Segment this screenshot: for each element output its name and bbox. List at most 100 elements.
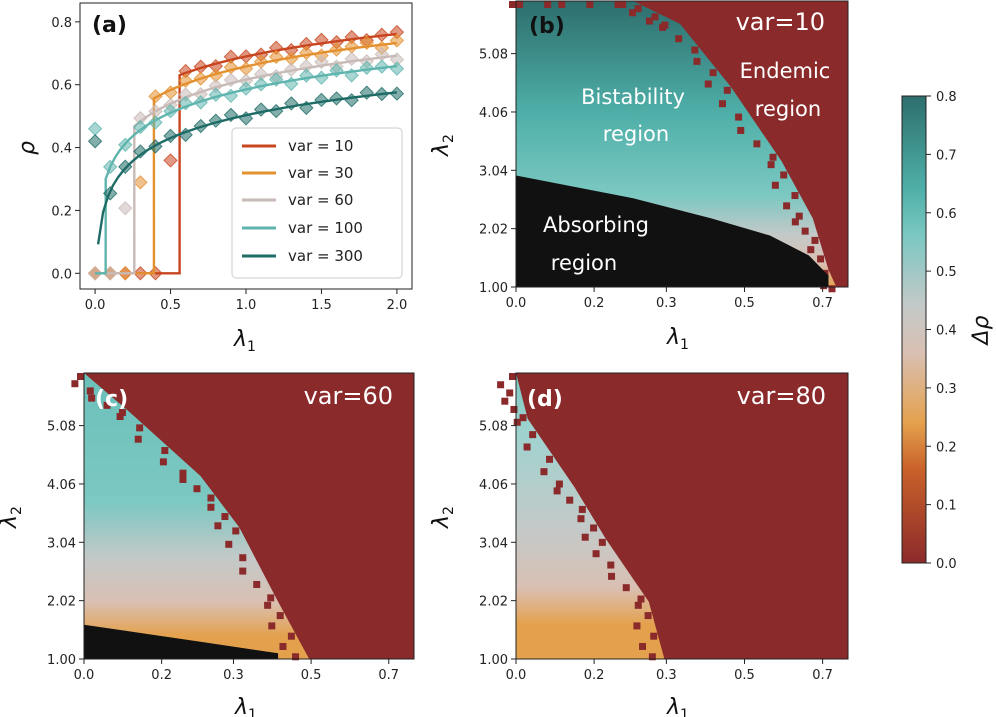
x-tick-label: 1.0 — [236, 298, 257, 313]
marker-0 — [163, 153, 178, 168]
boundary-cell — [88, 394, 96, 402]
x-tick-label: 0.5 — [734, 668, 755, 683]
x-tick-label: 0.5 — [301, 668, 322, 683]
x-tick-label: 2.0 — [387, 298, 408, 313]
y-tick-label: 2.02 — [479, 595, 508, 610]
x-tick-label: 0.5 — [734, 296, 755, 311]
marker-2 — [118, 200, 133, 216]
legend-label-var-30: var = 30 — [288, 164, 353, 182]
bistability-label-2: region — [603, 122, 669, 146]
colorbar-tick-label: 0.8 — [936, 90, 957, 105]
boundary-cell — [221, 513, 229, 521]
panel-c-ticks: 0.0 0.2 0.3 0.5 0.7 1.00 2.02 3.04 4.06 5.08 — [47, 420, 399, 683]
x-tick-label: 0.2 — [151, 668, 172, 683]
marker-3 — [253, 77, 269, 92]
boundary-cell — [811, 236, 819, 244]
boundary-cell — [497, 381, 505, 389]
marker-1 — [148, 89, 163, 104]
legend-label-var-300: var = 300 — [288, 247, 363, 265]
boundary-cell — [77, 373, 84, 380]
panel-d-ylabel: λ2 — [429, 506, 457, 529]
boundary-cell — [622, 584, 630, 592]
boundary-cell — [807, 246, 815, 254]
marker-4 — [148, 139, 163, 154]
marker-3 — [268, 72, 284, 87]
boundary-cell — [279, 642, 287, 650]
y-tick-label: 0.0 — [51, 267, 72, 282]
boundary-cell — [268, 622, 276, 630]
marker-1 — [359, 35, 374, 50]
panel-c-xlabel: λ1 — [234, 695, 257, 717]
boundary-cell — [693, 57, 701, 65]
panel-a-xlabel: λ1 — [233, 327, 256, 355]
boundary-cell — [704, 80, 712, 88]
boundary-cell — [523, 443, 531, 451]
boundary-cell — [659, 23, 667, 31]
y-tick-label: 4.06 — [479, 478, 508, 493]
x-tick-label: 1.5 — [311, 298, 332, 313]
boundary-cell — [516, 1, 524, 8]
boundary-cell — [161, 447, 169, 455]
marker-3 — [374, 59, 390, 74]
boundary-cell — [239, 567, 247, 575]
boundary-cell — [118, 409, 126, 417]
boundary-cell — [644, 612, 652, 620]
marker-3 — [163, 103, 178, 119]
boundary-cell — [207, 503, 215, 511]
y-tick-label: 0.2 — [51, 204, 72, 219]
x-tick-label: 0.3 — [656, 668, 677, 683]
marker-4 — [374, 86, 390, 102]
marker-4 — [238, 111, 254, 126]
panel-c-frame — [83, 372, 415, 660]
boundary-cell — [828, 285, 836, 293]
boundary-cell — [287, 632, 295, 640]
panel-d-heatmap — [497, 373, 848, 661]
boundary-cell — [801, 227, 809, 235]
x-tick-label: 0.2 — [584, 668, 605, 683]
boundary-cell — [555, 480, 563, 488]
boundary-cell — [577, 515, 585, 523]
y-tick-label: 1.00 — [47, 653, 76, 668]
y-tick-label: 5.08 — [479, 48, 508, 63]
boundary-cell — [578, 505, 586, 513]
boundary-cell — [519, 414, 527, 422]
boundary-cell — [709, 69, 717, 77]
marker-4 — [118, 159, 133, 174]
boundary-cell — [780, 171, 788, 179]
boundary-cell — [771, 181, 779, 189]
marker-4 — [314, 92, 329, 108]
y-tick-label: 1.00 — [479, 281, 508, 296]
marker-3 — [329, 63, 344, 78]
marker-3 — [133, 119, 148, 135]
panel-d-xlabel: λ1 — [666, 695, 689, 717]
boundary-cell — [608, 572, 616, 580]
marker-2 — [223, 72, 239, 88]
boundary-cell — [529, 431, 537, 439]
boundary-cell — [581, 533, 589, 541]
boundary-cell — [767, 161, 775, 169]
boundary-cell — [769, 153, 777, 161]
boundary-cell — [276, 612, 284, 620]
boundary-cell — [590, 524, 598, 532]
marker-4 — [268, 103, 284, 119]
absorbing-label-2: region — [551, 251, 617, 275]
x-tick-label: 0.0 — [506, 296, 527, 311]
marker-4 — [87, 134, 103, 149]
marker-0 — [314, 32, 329, 48]
absorbing-label: Absorbing — [543, 213, 649, 237]
marker-3 — [359, 60, 374, 75]
marker-2 — [284, 62, 299, 77]
marker-3 — [344, 68, 359, 83]
boundary-cell — [232, 527, 240, 535]
absorbing-region — [516, 175, 829, 287]
marker-0 — [148, 266, 163, 281]
boundary-cell — [650, 632, 658, 640]
boundary-cell — [634, 601, 642, 609]
boundary-cell — [586, 1, 594, 8]
panel-d-ticks: 0.0 0.2 0.3 0.5 0.7 1.00 2.02 3.04 4.06 5.08 — [479, 420, 833, 683]
y-tick-label: 4.06 — [479, 106, 508, 121]
marker-3 — [299, 68, 314, 83]
boundary-cell — [179, 475, 187, 483]
panel-d: 0.0 0.2 0.3 0.5 0.71.002.023.044.065.08 (d) … — [429, 372, 849, 717]
boundary-cell — [501, 397, 509, 405]
